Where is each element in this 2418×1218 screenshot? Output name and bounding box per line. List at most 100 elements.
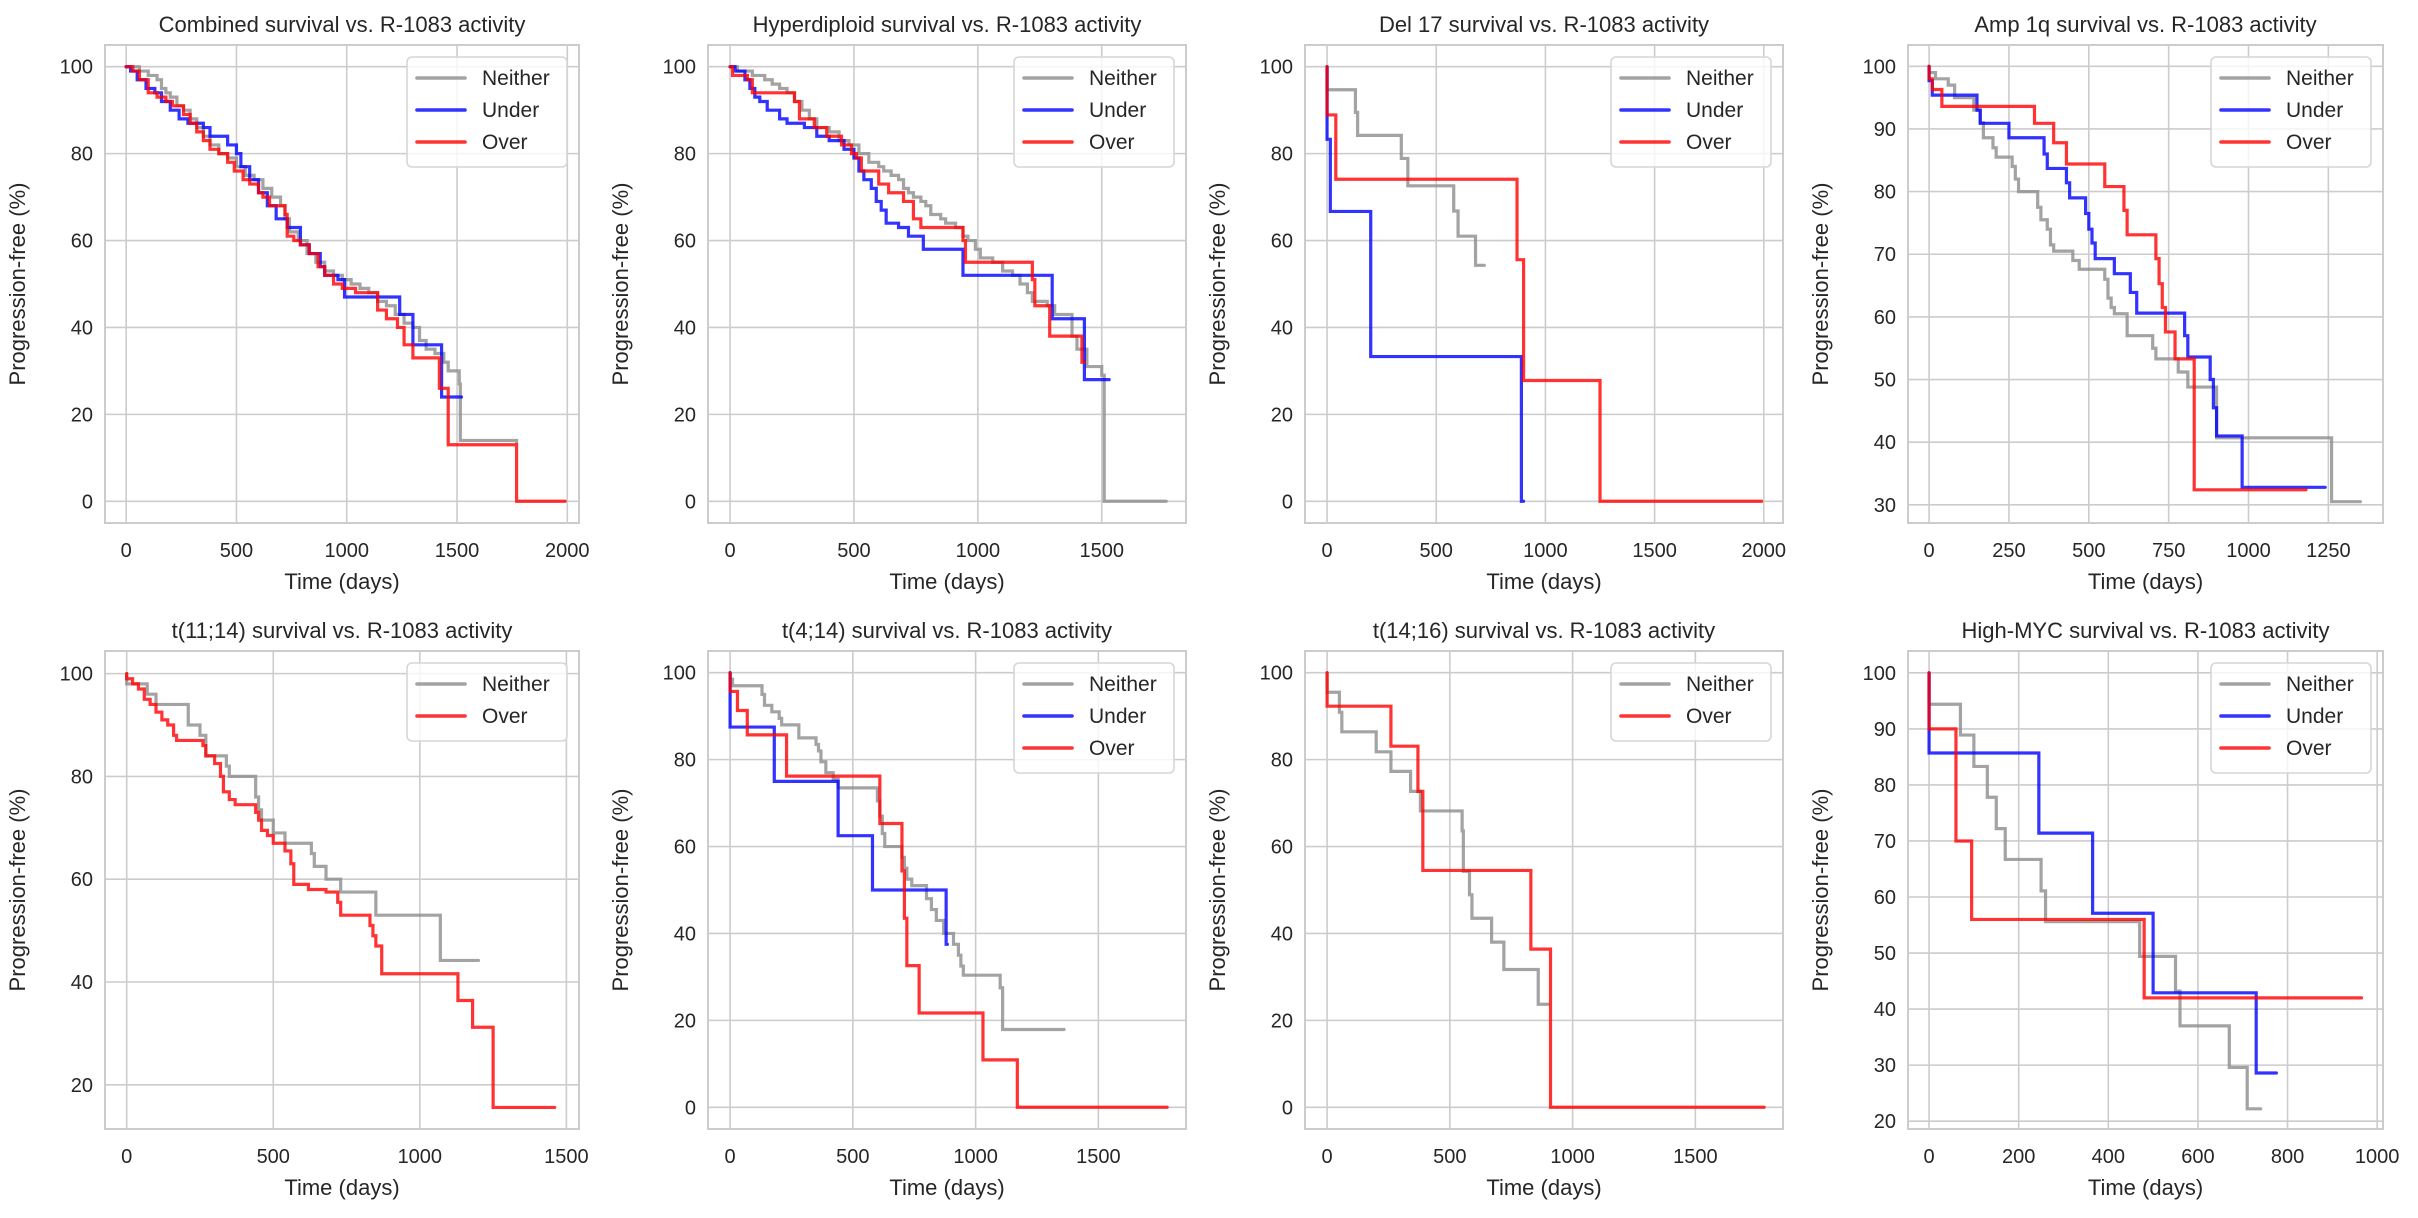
y-tick-label: 100 [1260,663,1293,685]
legend: Neither Under Over [406,56,568,168]
y-axis-label: Progression-free (%) [1808,183,1833,386]
x-tick-label: 0 [724,540,735,562]
y-tick-label: 90 [1874,719,1896,741]
legend-label-neither: Neither [482,67,550,90]
x-tick-label: 750 [2152,540,2185,562]
legend-label-neither: Neither [1089,673,1157,696]
x-tick-label: 800 [2271,1146,2304,1168]
x-axis-label: Time (days) [889,569,1004,594]
y-tick-label: 40 [1874,999,1896,1021]
series-line-neither [1325,65,1486,267]
y-tick-label: 60 [1874,887,1896,909]
y-tick-label: 50 [1874,943,1896,965]
axes-frame [707,650,1187,1130]
legend-label-under: Under [2286,705,2343,728]
y-tick-label: 0 [1282,1097,1293,1119]
subplot-5: 0 500 1000 1500 20 40 60 80 100 t(11;14) survival… [5,618,589,1200]
series-line-over [728,671,1169,1109]
x-tick-label: 2000 [1742,540,1787,562]
x-axis-label: Time (days) [2088,1175,2203,1200]
series-line-under [124,65,464,399]
x-tick-label: 0 [1924,540,1935,562]
y-tick-label: 20 [674,1010,696,1032]
x-tick-label: 1500 [1632,540,1677,562]
x-tick-label: 1500 [1673,1146,1718,1168]
legend: Neither Under Over [2210,662,2372,774]
y-axis-label: Progression-free (%) [5,789,30,992]
legend-label-over: Over [1686,705,1732,728]
series-line-over [728,65,1086,364]
x-tick-label: 500 [1433,1146,1466,1168]
x-tick-label: 1000 [2355,1146,2400,1168]
x-tick-label: 500 [1420,540,1453,562]
y-axis-label: Progression-free (%) [608,789,633,992]
subplot-8: 0 200 400 600 800 1000 20 30 40 50 60 70 80 90 100 High… [1808,618,2399,1200]
axes-frame [707,44,1187,524]
x-tick-label: 500 [2072,540,2105,562]
axes-frame [1304,44,1784,524]
y-tick-label: 80 [674,750,696,772]
subplot-1: 0 500 1000 1500 2000 0 20 40 60 80 100 Combined sur… [5,12,590,594]
subplot-4: 0 250 500 750 1000 1250 30 40 50 60 70 80 90 100 Amp 1… [1808,12,2384,594]
x-axis-label: Time (days) [284,1175,399,1200]
legend-label-over: Over [1686,131,1732,154]
y-tick-label: 80 [71,144,93,166]
series-line-over [1927,64,2308,492]
chart-title: Amp 1q survival vs. R-1083 activity [1974,12,2316,37]
y-tick-label: 20 [71,1075,93,1097]
chart-title: t(11;14) survival vs. R-1083 activity [172,618,513,643]
y-tick-label: 80 [1271,144,1293,166]
y-tick-label: 80 [1874,775,1896,797]
series-line-over [125,672,557,1110]
legend-label-under: Under [1089,705,1146,728]
legend-box [1610,56,1772,168]
y-tick-label: 0 [685,1097,696,1119]
legend: Neither Under Over [1610,56,1772,168]
y-tick-label: 100 [60,57,93,79]
x-axis-label: Time (days) [1486,569,1601,594]
x-axis-label: Time (days) [284,569,399,594]
y-tick-label: 50 [1874,370,1896,392]
x-tick-label: 600 [2181,1146,2214,1168]
subplot-2: 0 500 1000 1500 0 20 40 60 80 100 Hyperdiploid sur… [608,12,1187,594]
y-tick-label: 60 [674,837,696,859]
legend: Neither Over [1610,662,1772,742]
legend-label-over: Over [482,131,528,154]
y-axis-label: Progression-free (%) [1205,789,1230,992]
legend-label-under: Under [2286,99,2343,122]
x-tick-label: 1000 [956,540,1001,562]
y-tick-label: 30 [1874,495,1896,517]
x-tick-label: 1000 [953,1146,998,1168]
axes-frame [104,650,580,1130]
legend-box [2210,662,2372,774]
series-line-over [1325,671,1766,1109]
legend-label-neither: Neither [482,673,550,696]
y-tick-label: 80 [71,766,93,788]
legend-label-over: Over [1089,737,1135,760]
legend-box [2210,56,2372,168]
y-tick-label: 60 [1271,231,1293,253]
y-tick-label: 80 [1271,750,1293,772]
series-line-under [1927,671,2278,1075]
legend-box [1013,662,1175,774]
y-tick-label: 40 [71,972,93,994]
legend-label-over: Over [2286,131,2332,154]
y-tick-label: 60 [1874,307,1896,329]
axes-frame [1907,44,2384,524]
subplot-6: 0 500 1000 1500 0 20 40 60 80 100 t(4;14) survival… [608,618,1187,1200]
y-tick-label: 70 [1874,244,1896,266]
y-tick-label: 30 [1874,1055,1896,1077]
y-tick-label: 100 [663,57,696,79]
series-line-over [1927,671,2364,1000]
x-tick-label: 1000 [2226,540,2271,562]
legend-label-under: Under [1686,99,1743,122]
y-axis-label: Progression-free (%) [1808,789,1833,992]
x-tick-label: 400 [2092,1146,2125,1168]
y-tick-label: 0 [82,491,93,513]
y-tick-label: 40 [1271,317,1293,339]
y-tick-label: 100 [663,663,696,685]
y-tick-label: 100 [1260,57,1293,79]
legend: Neither Under Over [1013,662,1175,774]
x-tick-label: 1000 [1523,540,1568,562]
y-axis-label: Progression-free (%) [1205,183,1230,386]
